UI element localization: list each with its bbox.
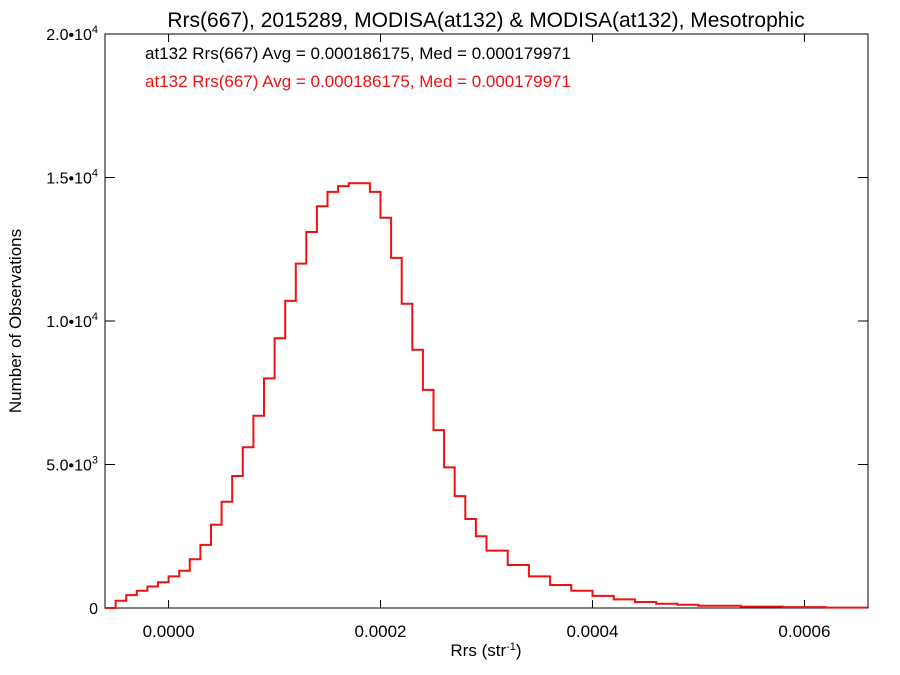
y-tick-label: 1.0•104 <box>46 311 98 331</box>
plot-frame <box>104 33 869 609</box>
y-tick-label-base: 2.0•10 <box>46 27 92 44</box>
chart-title: Rrs(667), 2015289, MODISA(at132) & MODIS… <box>167 9 804 32</box>
y-tick-label: 5.0•103 <box>46 455 98 475</box>
x-axis-label-close: ) <box>516 641 522 660</box>
x-axis-label-superscript: -1 <box>506 641 516 653</box>
legend-annotations: at132 Rrs(667) Avg = 0.000186175, Med = … <box>145 44 571 91</box>
annotation-black: at132 Rrs(667) Avg = 0.000186175, Med = … <box>145 44 571 63</box>
annotation-red: at132 Rrs(667) Avg = 0.000186175, Med = … <box>145 72 571 91</box>
y-tick-label-base: 5.0•10 <box>46 458 92 475</box>
x-axis-ticks: 0.0000 0.0002 0.0004 0.0006 <box>143 34 830 641</box>
series-line <box>105 182 869 609</box>
x-axis-label: Rrs (str-1) <box>450 641 521 660</box>
y-tick-label-exponent: 4 <box>92 24 98 36</box>
y-tick-label-exponent: 4 <box>92 168 98 180</box>
y-axis-label: Number of Observations <box>6 229 25 413</box>
y-tick-label-base: 1.5•10 <box>46 171 92 188</box>
x-tick-label: 0.0006 <box>778 622 830 641</box>
y-tick-label-base: 0 <box>89 601 98 618</box>
plot-area-border <box>104 33 869 609</box>
histogram-step-line <box>105 182 869 609</box>
y-tick-label-exponent: 4 <box>92 311 98 323</box>
y-tick-label-base: 1.0•10 <box>46 314 92 331</box>
x-tick-label: 0.0000 <box>143 622 195 641</box>
y-tick-label: 1.5•104 <box>46 168 98 188</box>
x-tick-label: 0.0004 <box>566 622 618 641</box>
y-tick-label-exponent: 3 <box>92 455 98 467</box>
y-tick-label: 2.0•104 <box>46 24 98 44</box>
y-tick-label: 0 <box>89 601 98 618</box>
x-tick-label: 0.0002 <box>355 622 407 641</box>
